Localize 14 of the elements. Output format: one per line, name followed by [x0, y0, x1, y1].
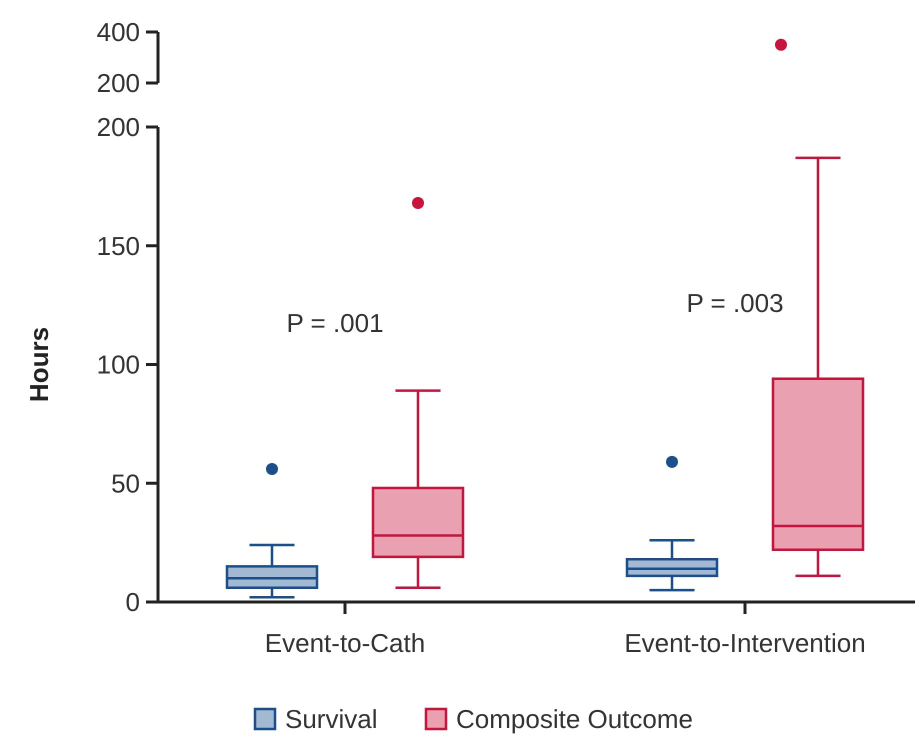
- annotation: P = .001: [286, 308, 384, 338]
- y-tick-label: 100: [96, 350, 140, 380]
- annotation: P = .003: [686, 288, 784, 318]
- y-axis-title: Hours: [24, 326, 54, 402]
- legend-label: Composite Outcome: [456, 704, 693, 734]
- y-tick-label: 200: [96, 68, 140, 98]
- y-tick-label: 150: [96, 230, 140, 261]
- y-tick-label: 400: [96, 17, 140, 48]
- legend-label: Survival: [285, 704, 378, 734]
- y-tick-label: 0: [126, 587, 140, 618]
- x-tick-label: Event-to-Cath: [264, 628, 426, 658]
- y-tick-label: 200: [96, 112, 140, 142]
- x-tick-label: Event-to-Intervention: [624, 628, 866, 658]
- y-tick-label: 50: [111, 468, 140, 498]
